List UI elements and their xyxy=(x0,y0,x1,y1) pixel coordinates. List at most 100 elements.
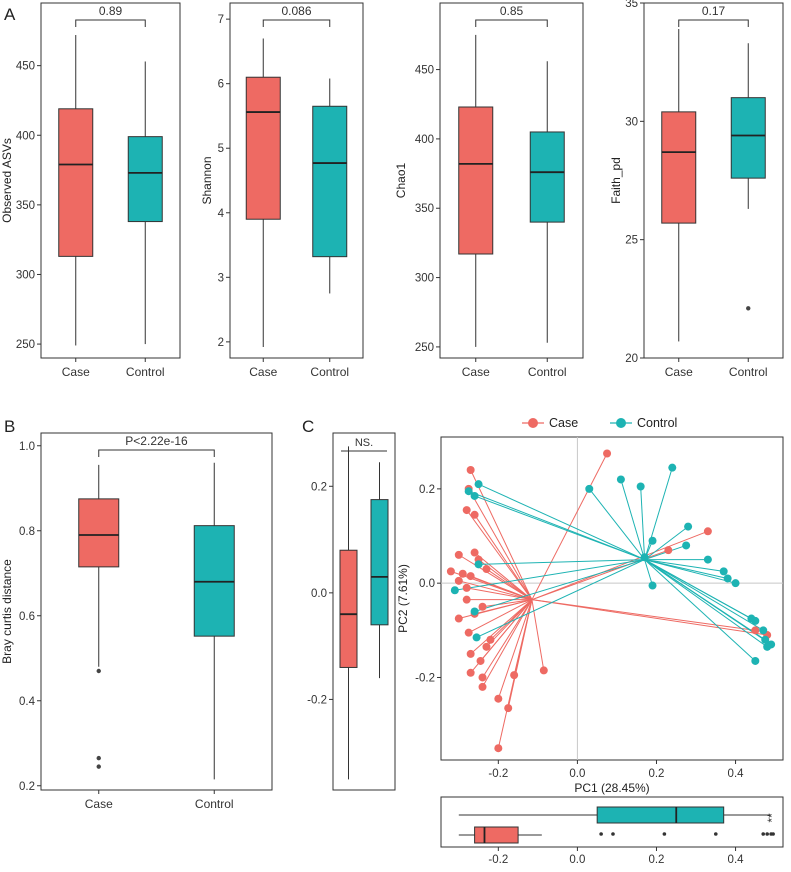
y-tick-label: 6 xyxy=(218,79,224,91)
x-tick-label: 0.0 xyxy=(569,854,585,866)
y-tick-label: 1.0 xyxy=(19,441,35,453)
x-tick-label: -0.2 xyxy=(488,768,508,780)
box-case xyxy=(458,106,494,255)
y-tick-label: 7 xyxy=(218,14,224,26)
spider-line-case xyxy=(531,530,709,601)
data-point-control xyxy=(719,567,728,576)
y-tick-label: 0.2 xyxy=(419,484,435,496)
x-tick-label-control: Control xyxy=(528,365,567,379)
spider-line-case xyxy=(482,599,533,688)
y-tick-label: 400 xyxy=(16,130,35,142)
spider-line-control xyxy=(588,488,646,560)
data-point-case xyxy=(504,704,513,713)
y-tick-label: 0.8 xyxy=(19,526,35,538)
box-case xyxy=(78,498,120,568)
data-point-case xyxy=(470,510,479,519)
spider-line-case xyxy=(486,568,533,601)
legend-label-control: Control xyxy=(637,416,677,430)
y-tick-label: 5 xyxy=(218,143,224,155)
data-point-case xyxy=(466,466,475,475)
spider-line-case xyxy=(470,599,533,655)
spider-line-case xyxy=(468,599,533,634)
spider-line-case xyxy=(531,599,768,636)
y-tick-label: 0.2 xyxy=(311,481,327,493)
data-point-control xyxy=(640,553,649,562)
spider-line-case xyxy=(470,469,533,600)
x-tick-label-control: Control xyxy=(729,365,768,379)
chart-faith: 20 25 30 35 Faith_pd Case Control 0.17 xyxy=(609,0,784,379)
data-point-case xyxy=(486,635,495,644)
data-point-control xyxy=(703,555,712,564)
box-control xyxy=(596,806,725,824)
legend-marker-case xyxy=(528,418,538,428)
outlier-point-control xyxy=(599,832,603,836)
y-tick-label: 35 xyxy=(625,0,638,10)
data-point-case xyxy=(664,546,673,555)
data-point-case xyxy=(466,649,475,658)
y-axis-label: Faith_pd xyxy=(609,157,623,204)
data-point-case xyxy=(494,694,503,703)
data-point-control xyxy=(682,541,691,550)
data-point-control xyxy=(684,522,693,531)
x-tick-label: 0.2 xyxy=(648,768,664,780)
y-tick-label: 350 xyxy=(16,200,35,212)
outlier-point-case xyxy=(96,764,101,769)
significance-label: ** xyxy=(765,813,779,823)
data-point-control xyxy=(470,491,479,500)
y-tick-label: 400 xyxy=(415,134,434,146)
p-value-label: 0.17 xyxy=(702,4,726,18)
data-point-control xyxy=(616,475,625,484)
y-tick-label: 3 xyxy=(218,272,224,284)
spider-line-case xyxy=(470,575,533,601)
spider-line-case xyxy=(474,552,533,601)
data-point-case xyxy=(454,550,463,559)
data-point-case xyxy=(703,527,712,536)
data-point-control xyxy=(723,574,732,583)
y-axis-label: Shannon xyxy=(200,156,214,204)
spider-line-control xyxy=(644,559,772,645)
data-point-case xyxy=(510,671,519,680)
y-tick-label: 30 xyxy=(625,116,638,128)
data-point-case xyxy=(751,626,760,635)
y-tick-label: 250 xyxy=(415,342,434,354)
spider-line-control xyxy=(640,486,646,560)
y-tick-label: 25 xyxy=(625,235,638,247)
significance-bracket xyxy=(98,449,215,457)
y-tick-label: 0.6 xyxy=(19,611,35,623)
y-tick-label: 4 xyxy=(218,208,225,220)
y-tick-label: 450 xyxy=(415,65,434,77)
y-tick-label: -0.2 xyxy=(415,672,435,684)
data-point-case xyxy=(470,548,479,557)
legend: Case Control xyxy=(522,416,677,430)
spider-line-case xyxy=(466,509,533,600)
box-case xyxy=(245,76,281,220)
data-point-control xyxy=(668,463,677,472)
outlier-point-control xyxy=(761,832,766,836)
data-point-case xyxy=(466,668,475,677)
p-value-label: NS. xyxy=(355,437,373,449)
data-point-control xyxy=(763,642,772,651)
spider-line-case xyxy=(531,453,608,600)
plot-frame xyxy=(440,796,784,848)
x-tick-label-case: Case xyxy=(62,365,90,379)
y-tick-label: 350 xyxy=(415,203,434,215)
box-case xyxy=(661,111,697,224)
data-point-control xyxy=(585,484,594,493)
outlier-point-control xyxy=(713,832,718,836)
y-tick-label: 2 xyxy=(218,337,224,349)
chart-chao1: 250 300 350 400 450 Chao1 Case Control 0.85 xyxy=(394,2,584,379)
y-tick-label: 0.0 xyxy=(419,578,435,590)
data-point-control xyxy=(450,586,459,595)
spider-line-control xyxy=(474,495,645,561)
data-point-control xyxy=(648,581,657,590)
box-control xyxy=(730,97,766,179)
data-point-case xyxy=(539,666,548,675)
data-point-control xyxy=(474,560,483,569)
p-value-label: P<2.22e-16 xyxy=(125,434,188,448)
legend-label-case: Case xyxy=(549,416,578,430)
chart-observed: 250 300 350 400 450 Observed ASVs Case Control 0… xyxy=(0,2,181,379)
y-tick-label: 250 xyxy=(16,339,35,351)
plot-frame xyxy=(439,2,584,359)
y-tick-label: 0.2 xyxy=(19,781,35,793)
y-axis-label: Observed ASVs xyxy=(0,138,14,223)
